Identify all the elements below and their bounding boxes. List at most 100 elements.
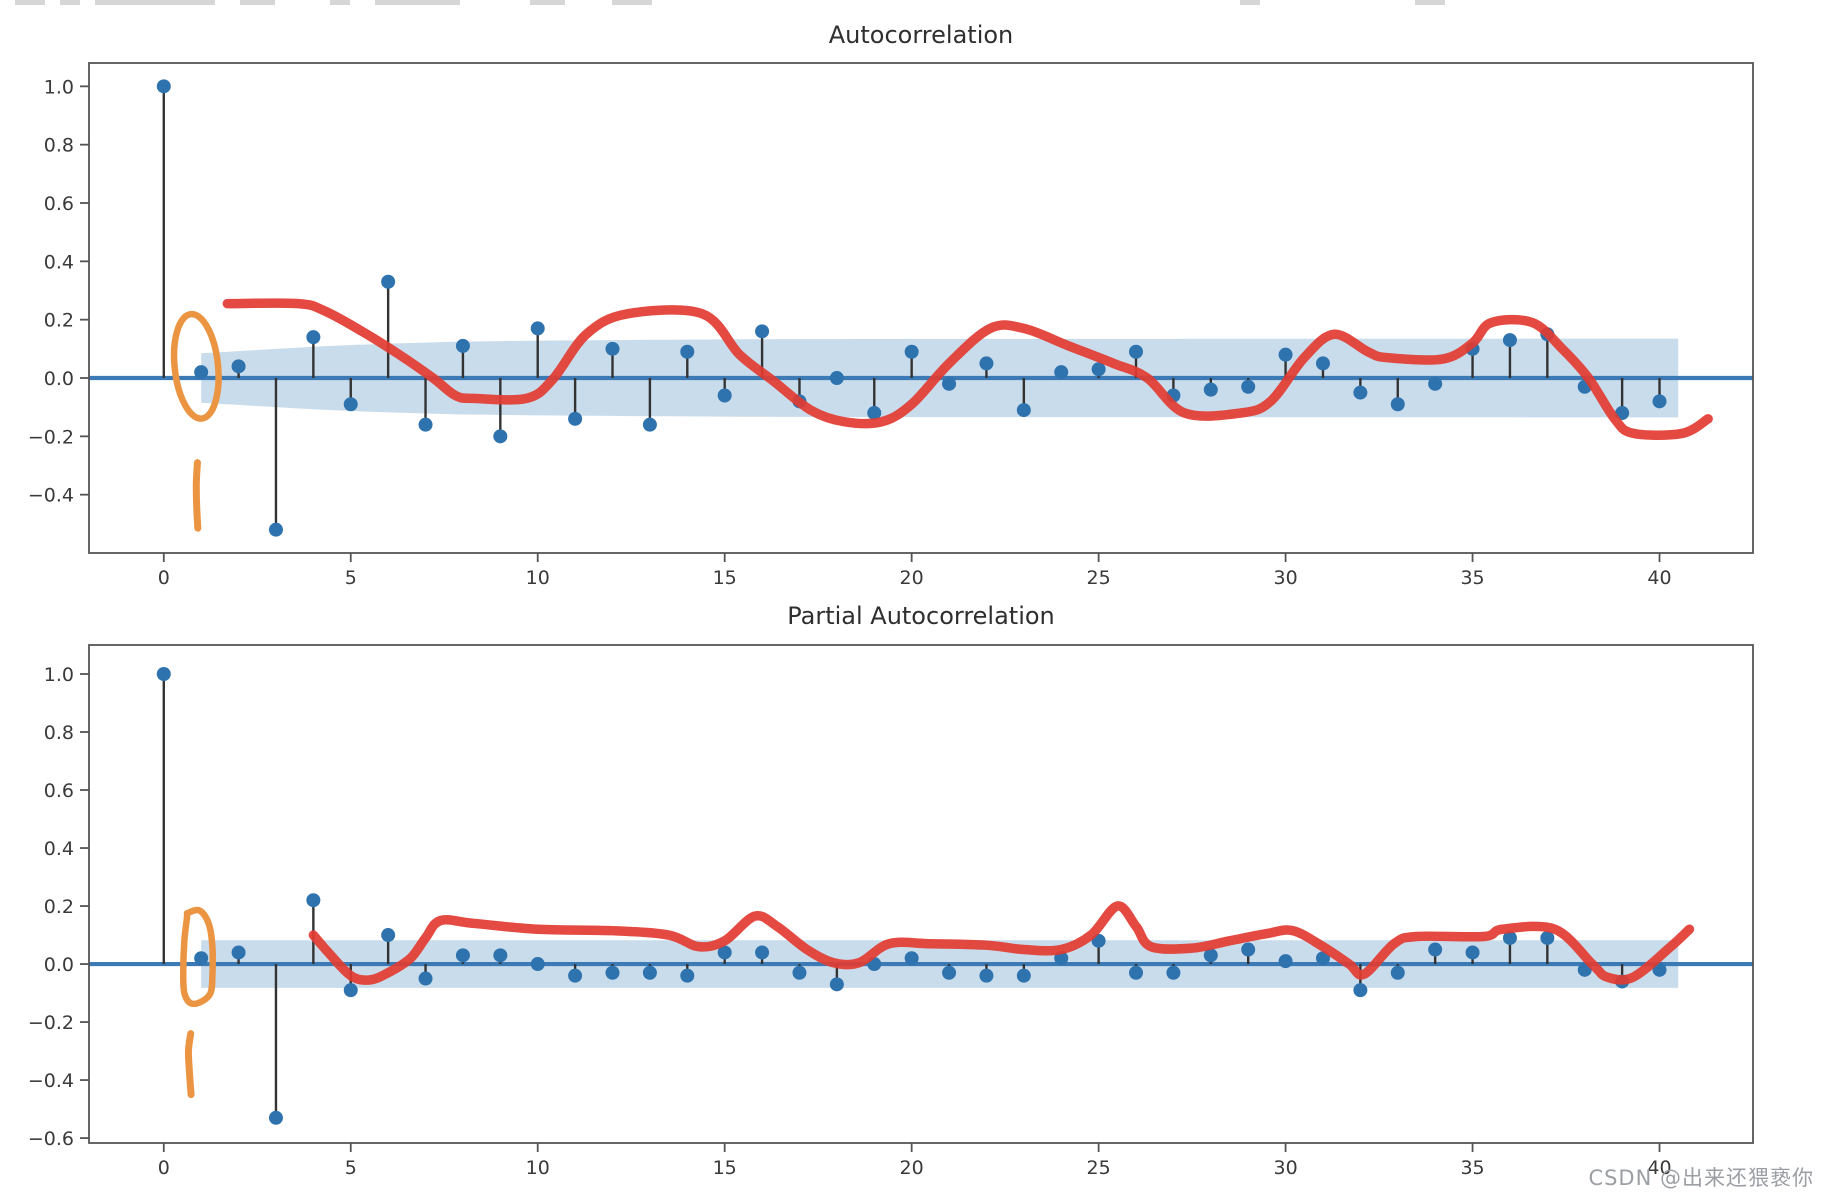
pacf-red-annotation-curve (308, 901, 1695, 985)
pacf-marker (156, 667, 171, 682)
acf-stems (162, 86, 1661, 530)
x-tick-label: 10 (526, 567, 550, 589)
acf-orange-dash-annotation (192, 459, 202, 532)
pacf-marker (1315, 951, 1330, 966)
pacf-stems (162, 674, 1661, 1118)
pacf-marker (755, 945, 770, 960)
pacf-marker (979, 968, 994, 983)
y-tick-label: 0.6 (44, 193, 74, 215)
pacf-marker (530, 957, 545, 972)
acf-y-axis: 1.0 0.8 0.6 0.4 0.2 0.0 −0.2 −0.4 (28, 76, 89, 507)
y-tick-label: −0.4 (28, 1070, 74, 1092)
x-tick-label: 5 (345, 567, 357, 589)
acf-marker (979, 356, 994, 371)
acf-marker (1315, 356, 1330, 371)
pacf-marker (381, 928, 396, 943)
pacf-orange-circle-annotation (179, 906, 217, 1008)
pacf-marker (194, 951, 209, 966)
pacf-marker (306, 893, 321, 908)
pacf-marker (1390, 965, 1405, 980)
acf-marker (194, 365, 209, 380)
pacf-marker (1278, 954, 1293, 969)
acf-markers (156, 79, 1667, 537)
pacf-title: Partial Autocorrelation (787, 602, 1055, 630)
pacf-marker (1203, 948, 1218, 963)
cropped-text-fragment (95, 0, 215, 5)
acf-marker (268, 522, 283, 537)
acf-marker (1016, 403, 1031, 418)
y-tick-label: −0.6 (28, 1128, 74, 1150)
cropped-text-fragment (1415, 0, 1445, 5)
acf-marker (680, 344, 695, 359)
acf-marker (1390, 397, 1405, 412)
pacf-marker (642, 965, 657, 980)
x-tick-label: 5 (345, 1157, 357, 1179)
acf-title: Autocorrelation (829, 21, 1014, 49)
y-tick-label: −0.2 (28, 1012, 74, 1034)
cropped-text-fragment (375, 0, 460, 5)
acf-marker (1278, 347, 1293, 362)
pacf-axes-spines (88, 644, 1754, 1144)
pacf-marker (1016, 968, 1031, 983)
pacf-marker (1353, 983, 1368, 998)
pacf-marker (829, 977, 844, 992)
pacf-marker (680, 968, 695, 983)
x-tick-label: 35 (1460, 567, 1484, 589)
cropped-text-fragment (330, 0, 350, 5)
acf-marker (605, 341, 620, 356)
acf-marker (568, 411, 583, 426)
acf-marker (1241, 379, 1256, 394)
cropped-text-fragment (60, 0, 80, 5)
y-tick-label: 0.6 (44, 780, 74, 802)
x-tick-label: 15 (713, 567, 737, 589)
x-tick-label: 15 (713, 1157, 737, 1179)
x-tick-label: 0 (158, 1157, 170, 1179)
pacf-marker (717, 945, 732, 960)
pacf-marker (1241, 942, 1256, 957)
y-tick-label: 1.0 (44, 76, 74, 98)
acf-marker (306, 330, 321, 345)
x-tick-label: 20 (900, 1157, 924, 1179)
acf-marker (1054, 365, 1069, 380)
y-tick-label: 0.0 (44, 954, 74, 976)
acf-marker (231, 359, 246, 374)
acf-marker (1353, 385, 1368, 400)
y-tick-label: 0.4 (44, 838, 74, 860)
pacf-marker (1652, 962, 1667, 977)
acf-x-axis: 0 5 10 15 20 25 30 35 40 (158, 553, 1672, 589)
pacf-y-axis: 1.0 0.8 0.6 0.4 0.2 0.0 −0.2 −0.4 −0.6 (28, 664, 89, 1150)
acf-marker (867, 406, 882, 420)
pacf-marker (343, 983, 358, 998)
acf-marker (156, 79, 171, 94)
x-tick-label: 40 (1647, 1157, 1671, 1179)
pacf-plot: 0 5 10 15 20 25 30 35 40 1.0 0.8 0.6 0.4 0.2 0.0 −0.2 −0… (28, 644, 1754, 1179)
y-tick-label: 0.8 (44, 135, 74, 157)
y-tick-label: 0.2 (44, 310, 74, 332)
cropped-text-fragment (530, 0, 565, 5)
acf-plot: 0 5 10 15 20 25 30 35 40 1.0 0.8 0.6 0.4 0.2 0.0 −0.2 −0… (28, 62, 1754, 589)
cropped-text-fragment (612, 0, 652, 5)
x-tick-label: 30 (1273, 567, 1297, 589)
acf-marker (1091, 362, 1106, 377)
acf-orange-circle-annotation (170, 310, 222, 422)
acf-marker (829, 371, 844, 385)
acf-marker (904, 344, 919, 359)
pacf-marker (1129, 965, 1144, 980)
acf-marker (343, 397, 358, 412)
pacf-marker (418, 971, 433, 986)
acf-marker (755, 324, 770, 339)
pacf-marker (904, 951, 919, 966)
y-tick-label: 0.0 (44, 368, 74, 390)
acf-marker (1428, 376, 1443, 391)
x-tick-label: 20 (900, 567, 924, 589)
pacf-marker (1428, 942, 1443, 957)
pacf-marker (231, 945, 246, 960)
pacf-marker (493, 948, 508, 963)
acf-marker (642, 417, 657, 432)
acf-marker (381, 274, 396, 289)
pacf-marker (568, 968, 583, 983)
acf-marker (455, 338, 470, 353)
acf-marker (418, 417, 433, 432)
pacf-marker (268, 1110, 283, 1125)
